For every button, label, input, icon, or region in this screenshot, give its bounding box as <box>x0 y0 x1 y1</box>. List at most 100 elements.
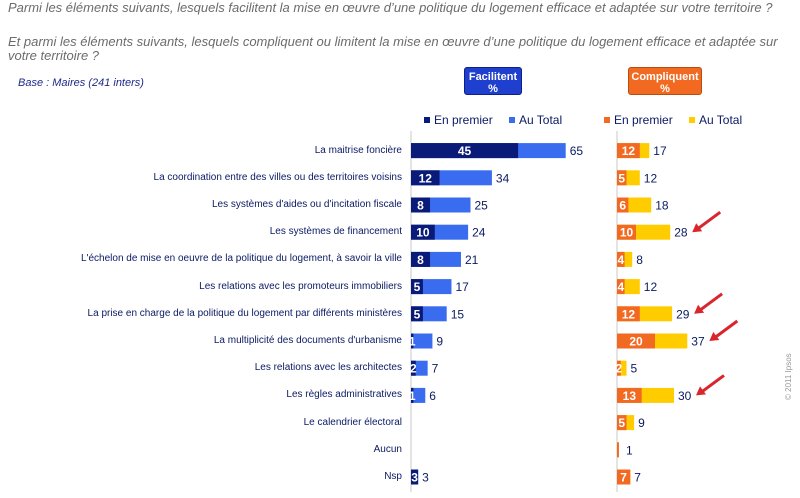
category-label: La coordination entre des villes ou des … <box>153 171 402 183</box>
compliquent-first-bar <box>617 197 629 213</box>
legend-right-first: En premier <box>604 113 673 127</box>
compliquent-first-value: 5 <box>618 416 625 430</box>
facilitent-first-bar <box>411 143 519 159</box>
copyright: © 2011 Ipsos <box>784 353 793 400</box>
category-label: Aucun <box>373 443 402 455</box>
facilitent-total-value: 25 <box>475 199 489 213</box>
facilitent-total-value: 7 <box>432 362 439 376</box>
facilitent-first-bar <box>411 197 431 213</box>
compliquent-total-value: 5 <box>631 362 638 376</box>
compliquent-first-value: 13 <box>623 389 637 403</box>
highlight-arrow-head <box>692 223 703 233</box>
compliquent-total-value: 17 <box>653 144 667 158</box>
facilitent-total-value: 17 <box>455 280 469 294</box>
compliquent-first-bar <box>617 442 619 458</box>
facilitent-first-bar <box>411 279 423 295</box>
compliquent-header: Compliquent % <box>628 67 702 95</box>
compliquent-first-value: 12 <box>622 144 636 158</box>
facilitent-first-value: 45 <box>458 144 472 158</box>
category-label: Les relations avec les architectes <box>254 362 402 374</box>
highlight-arrow <box>709 319 739 341</box>
legend-right-total: Au Total <box>689 113 742 127</box>
compliquent-total-value: 7 <box>634 471 641 485</box>
compliquent-header-unit: % <box>660 83 670 95</box>
category-label: La maitrise foncière <box>314 144 402 156</box>
highlight-arrow-shaft <box>713 319 739 340</box>
facilitent-first-value: 5 <box>414 280 421 294</box>
highlight-arrow-head <box>694 304 705 314</box>
compliquent-first-value: 4 <box>617 253 624 267</box>
question-1: Parmi les éléments suivants, lesquels fa… <box>8 0 773 15</box>
compliquent-first-value: 12 <box>622 307 636 321</box>
highlight-arrow-shaft <box>698 292 723 313</box>
legend-swatch-right-total <box>689 116 695 123</box>
compliquent-first-bar <box>617 251 625 267</box>
compliquent-first-value: 7 <box>620 471 627 485</box>
facilitent-total-value: 6 <box>429 389 436 403</box>
compliquent-total-value: 12 <box>644 280 658 294</box>
facilitent-first-bar <box>411 469 419 485</box>
facilitent-first-value: 10 <box>416 226 430 240</box>
highlight-arrow <box>696 374 725 396</box>
facilitent-first-bar <box>411 251 431 267</box>
highlight-arrow <box>694 292 723 314</box>
category-label: Les relations avec les promoteurs immobi… <box>199 280 402 292</box>
legend-left-total-label: Au Total <box>519 113 563 127</box>
highlight-arrow-head <box>709 332 720 341</box>
legend-swatch-left-total <box>509 116 515 123</box>
compliquent-total-value: 28 <box>674 226 688 240</box>
compliquent-first-bar <box>617 333 655 349</box>
compliquent-first-value: 5 <box>618 171 625 185</box>
compliquent-total-value: 1 <box>626 443 633 457</box>
facilitent-first-bar <box>411 306 423 322</box>
legend-right-total-label: Au Total <box>699 113 743 127</box>
category-label: Les systèmes d'aides ou d'incitation fis… <box>211 199 402 210</box>
category-label: La multiplicité des documents d'urbanism… <box>213 335 402 346</box>
compliquent-first-bar <box>617 306 640 322</box>
highlight-arrow <box>692 210 722 233</box>
facilitent-first-bar <box>411 333 414 349</box>
facilitent-total-value: 24 <box>472 226 486 240</box>
highlight-arrow-shaft <box>700 374 725 394</box>
highlight-arrow-shaft <box>696 210 722 231</box>
legend-swatch-right-first <box>604 116 610 123</box>
facilitent-first-value: 2 <box>410 362 417 376</box>
compliquent-total-value: 37 <box>691 335 705 349</box>
compliquent-first-bar <box>617 469 631 485</box>
facilitent-total-value: 21 <box>465 253 479 267</box>
facilitent-total-value: 9 <box>436 335 443 349</box>
compliquent-first-value: 20 <box>629 335 643 349</box>
category-label: La prise en charge de la politique du lo… <box>87 307 402 319</box>
compliquent-first-bar <box>617 279 625 295</box>
compliquent-first-bar <box>617 360 621 376</box>
facilitent-total-value: 15 <box>451 307 465 321</box>
base-note: Base : Maires (241 inters) <box>18 77 144 89</box>
category-label: Les règles administratives <box>286 389 402 401</box>
compliquent-total-value: 30 <box>678 389 692 403</box>
facilitent-total-bar <box>411 387 426 403</box>
facilitent-first-bar <box>411 170 440 186</box>
question-2: Et parmi les éléments suivants, lesquels… <box>8 34 778 63</box>
compliquent-first-bar <box>617 387 642 403</box>
legend-right-first-label: En premier <box>614 113 673 127</box>
facilitent-first-value: 3 <box>411 471 418 485</box>
compliquent-total-value: 12 <box>644 171 658 185</box>
facilitent-total-value: 34 <box>496 171 510 185</box>
legend-left-first: En premier <box>424 113 493 127</box>
compliquent-first-value: 4 <box>617 280 624 294</box>
legend-left-first-label: En premier <box>434 113 493 127</box>
legend-swatch-left-first <box>424 116 430 123</box>
compliquent-total-value: 9 <box>638 416 645 430</box>
compliquent-first-value: 6 <box>619 199 626 213</box>
compliquent-total-value: 29 <box>676 307 690 321</box>
facilitent-first-value: 8 <box>417 253 424 267</box>
compliquent-first-bar <box>617 224 636 240</box>
category-label: Les systèmes de financement <box>269 226 402 238</box>
compliquent-total-bar <box>617 360 627 376</box>
compliquent-first-value: 10 <box>620 226 634 240</box>
facilitent-first-bar <box>411 387 414 403</box>
facilitent-first-bar <box>411 224 435 240</box>
legend-left-total: Au Total <box>509 113 562 127</box>
facilitent-first-value: 5 <box>414 307 421 321</box>
